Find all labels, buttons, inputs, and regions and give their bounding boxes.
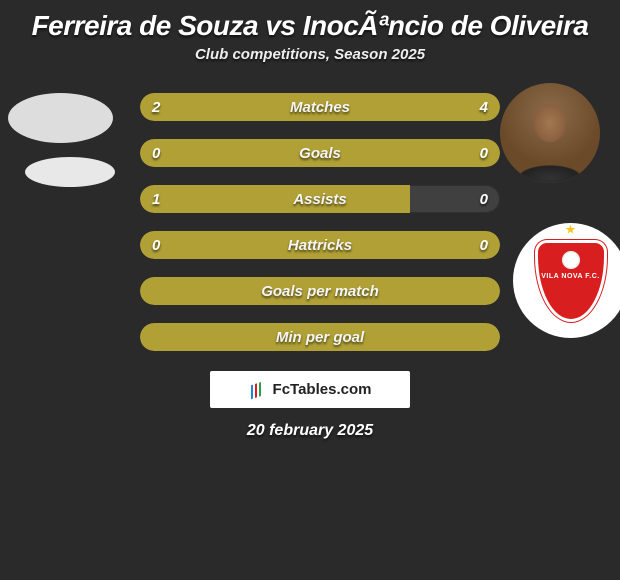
stat-row: 24Matches: [140, 93, 500, 121]
fctables-logo-icon: [249, 380, 267, 400]
stat-label: Goals: [140, 139, 500, 167]
team-right-badge: VILA NOVA F.C.: [513, 223, 620, 338]
ball-icon: [562, 251, 580, 269]
shield-label: VILA NOVA F.C.: [538, 273, 604, 280]
stat-row: 10Assists: [140, 185, 500, 213]
player-left-avatar-1: [8, 93, 113, 143]
stat-label: Assists: [140, 185, 500, 213]
attribution-badge: FcTables.com: [210, 371, 410, 408]
shield-icon: VILA NOVA F.C.: [535, 240, 607, 322]
stat-label: Matches: [140, 93, 500, 121]
stat-row: Goals per match: [140, 277, 500, 305]
page-title: Ferreira de Souza vs InocÃªncio de Olive…: [0, 0, 620, 46]
stat-row: Min per goal: [140, 323, 500, 351]
stat-label: Min per goal: [140, 323, 500, 351]
player-right-avatar: [500, 83, 600, 183]
date-text: 20 february 2025: [0, 422, 620, 440]
player-left-avatar-2: [25, 157, 115, 187]
page-subtitle: Club competitions, Season 2025: [0, 46, 620, 63]
stat-label: Goals per match: [140, 277, 500, 305]
stat-rows: 24Matches 00Goals 10Assists 00Hattricks Goal…: [140, 93, 500, 351]
stat-row: 00Hattricks: [140, 231, 500, 259]
stat-row: 00Goals: [140, 139, 500, 167]
attribution-text: FcTables.com: [273, 381, 372, 398]
stat-label: Hattricks: [140, 231, 500, 259]
comparison-stage: VILA NOVA F.C. 24Matches 00Goals 10Assists…: [0, 93, 620, 351]
